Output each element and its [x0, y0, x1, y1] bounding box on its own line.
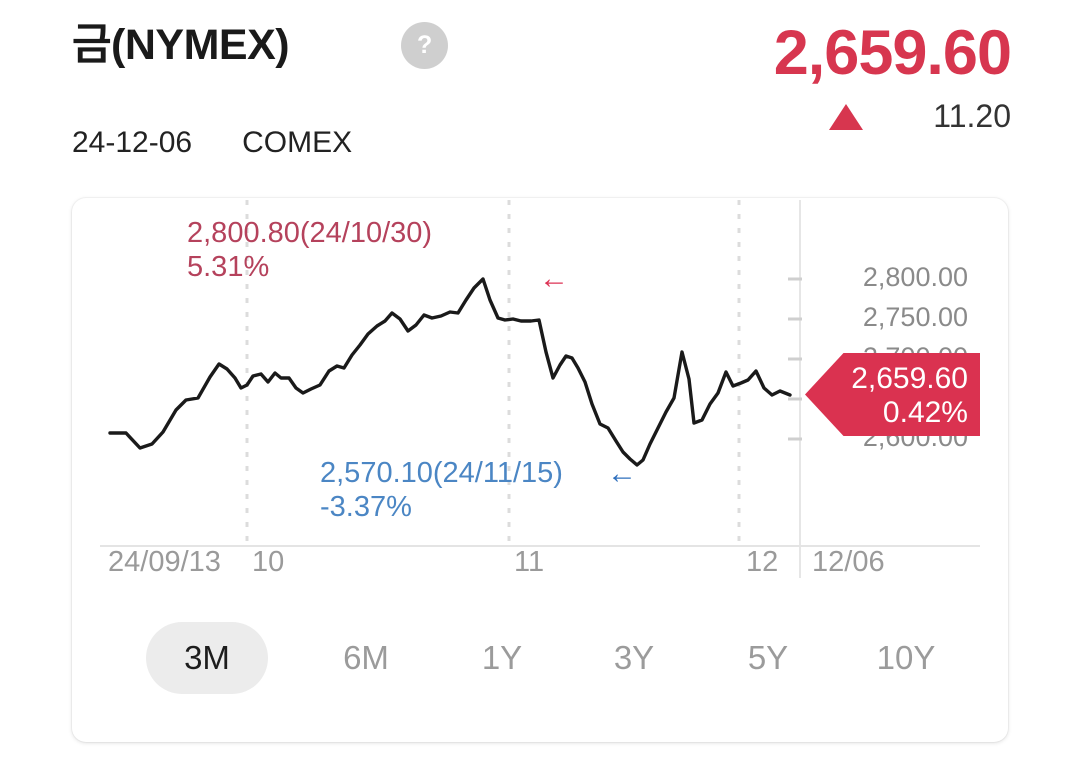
chart-card: 2,800.80(24/10/30) 5.31% ← 2,570.10(24/1…	[72, 198, 1008, 742]
low-annotation-label: 2,570.10(24/11/15)	[320, 457, 563, 489]
question-mark-icon[interactable]: ?	[401, 22, 449, 69]
x-axis-label: 12/06	[812, 546, 885, 578]
current-price-percent: 0.42%	[882, 396, 968, 429]
y-axis-label: 2,800.00	[862, 262, 968, 292]
change-row: 11.20	[591, 98, 1011, 135]
change-value: 11.20	[933, 98, 1011, 135]
period-tab-1y[interactable]: 1Y	[481, 639, 523, 676]
price-chart[interactable]: 2,800.80(24/10/30) 5.31% ← 2,570.10(24/1…	[72, 198, 1008, 598]
chart-canvas	[100, 200, 980, 578]
high-arrow-left-icon: ←	[539, 262, 569, 295]
quote-meta: 24-12-06 COMEX	[72, 126, 352, 160]
period-tab-3y[interactable]: 3Y	[613, 639, 655, 676]
last-price: 2,659.60	[773, 18, 1012, 88]
high-annotation: 2,800.80(24/10/30) 5.31% ←	[187, 216, 569, 295]
x-axis-label: 12	[746, 546, 779, 578]
title-row: 금(NYMEX) ?	[72, 21, 449, 69]
low-annotation-percent: -3.37%	[320, 491, 412, 524]
period-tab-3m[interactable]: 3M	[146, 622, 268, 694]
period-selector: 3M 6M 1Y 3Y 5Y 10Y	[72, 622, 1008, 712]
period-tab-5y[interactable]: 5Y	[747, 639, 789, 676]
quote-header: 금(NYMEX) ? 24-12-06 COMEX 2,659.60 11.20	[0, 0, 1079, 190]
y-axis-label: 2,750.00	[862, 302, 968, 332]
x-axis-label: 24/09/13	[108, 546, 221, 578]
price-line	[108, 277, 792, 467]
page-title: 금(NYMEX)	[72, 21, 290, 69]
low-annotation: 2,570.10(24/11/15) -3.37% ←	[320, 456, 637, 524]
triangle-up-icon	[829, 103, 863, 130]
x-axis-label: 10	[252, 546, 285, 578]
high-annotation-label: 2,800.80(24/10/30)	[187, 217, 433, 249]
high-annotation-percent: 5.31%	[187, 251, 270, 284]
low-arrow-left-icon: ←	[607, 457, 637, 490]
period-tab-6m[interactable]: 6M	[343, 639, 389, 676]
current-price-badge: 2,659.60 0.42%	[805, 353, 980, 436]
x-axis-label: 11	[514, 546, 545, 578]
current-price-value: 2,659.60	[851, 362, 968, 395]
period-tab-10y[interactable]: 10Y	[876, 639, 936, 676]
price-block: 2,659.60 11.20	[591, 18, 1012, 135]
x-axis-labels: 24/09/13 10 11 12 12/06	[72, 546, 1008, 606]
exchange-name: COMEX	[242, 126, 353, 159]
y-axis-ticks	[788, 277, 802, 441]
quote-date: 24-12-06	[72, 126, 193, 159]
gridlines	[245, 200, 741, 546]
